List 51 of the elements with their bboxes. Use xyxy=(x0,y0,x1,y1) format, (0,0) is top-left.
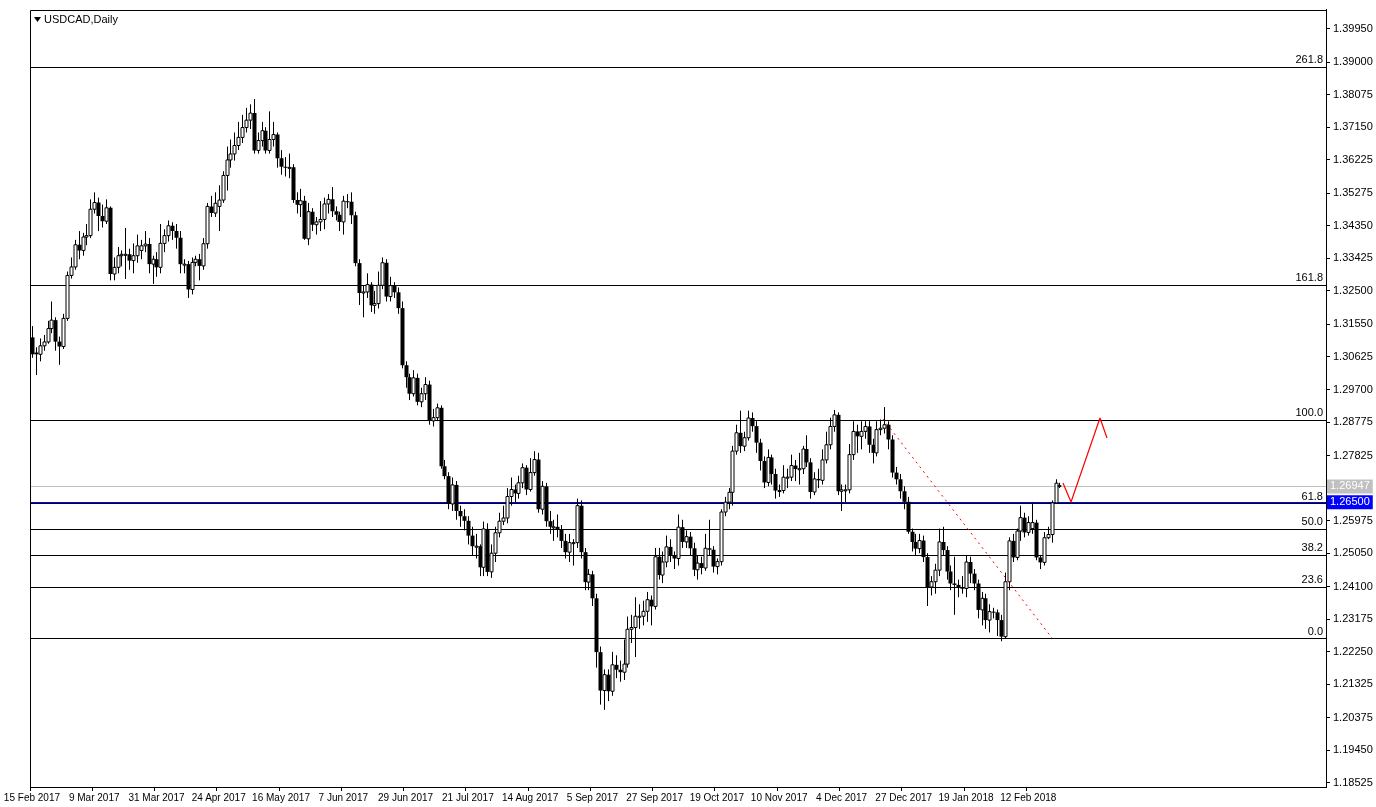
y-tick-label: 1.28775 xyxy=(1333,415,1373,428)
x-tick-label: 14 Aug 2017 xyxy=(502,791,559,803)
x-tick-label: 21 Jul 2017 xyxy=(441,791,495,803)
y-tick-label: 1.39000 xyxy=(1333,55,1373,68)
y-tick-label: 1.19450 xyxy=(1333,743,1373,756)
y-tick-label: 1.31550 xyxy=(1333,317,1373,330)
x-tick-label: 10 Nov 2017 xyxy=(750,791,808,803)
x-tick-label: 29 Jun 2017 xyxy=(378,791,434,803)
annotation: 50.0 xyxy=(1301,515,1323,528)
x-tick-label: 19 Oct 2017 xyxy=(689,791,745,803)
y-tick-label: 1.33425 xyxy=(1333,251,1373,264)
x-tick-label: 12 Feb 2018 xyxy=(1000,791,1057,803)
y-tick-label: 1.30625 xyxy=(1333,349,1373,362)
x-tick-label: 9 Mar 2017 xyxy=(68,791,120,803)
x-tick-label: 16 May 2017 xyxy=(252,791,311,803)
y-tick-label: 1.25975 xyxy=(1333,513,1373,526)
y-tick-label: 1.21325 xyxy=(1333,677,1373,690)
x-tick-label: 19 Jan 2018 xyxy=(938,791,994,803)
annotation: 38.2 xyxy=(1301,541,1323,554)
ref-line-label: 1.26947 xyxy=(1330,479,1370,492)
x-tick-label: 31 Mar 2017 xyxy=(128,791,185,803)
y-tick-label: 1.32500 xyxy=(1333,283,1373,296)
y-tick-label: 1.18525 xyxy=(1333,775,1373,788)
y-tick-label: 1.29700 xyxy=(1333,382,1373,395)
ref-line-label: 1.26500 xyxy=(1330,495,1370,508)
chart-title: USDCAD,Daily xyxy=(44,13,118,25)
y-tick-label: 1.27825 xyxy=(1333,448,1373,461)
y-tick-label: 1.22250 xyxy=(1333,644,1373,657)
x-tick-label: 27 Sep 2017 xyxy=(626,791,684,803)
y-tick-label: 1.34350 xyxy=(1333,218,1373,231)
x-tick-label: 24 Apr 2017 xyxy=(191,791,247,803)
y-tick-label: 1.35275 xyxy=(1333,186,1373,199)
annotation: 61.8 xyxy=(1301,489,1323,502)
y-tick-label: 1.36225 xyxy=(1333,152,1373,165)
y-tick-label: 1.25050 xyxy=(1333,546,1373,559)
annotation: 261.8 xyxy=(1295,53,1323,66)
annotation: 161.8 xyxy=(1295,271,1323,284)
annotation: 100.0 xyxy=(1295,406,1323,419)
y-tick-label: 1.23175 xyxy=(1333,612,1373,625)
y-tick-label: 1.39950 xyxy=(1333,21,1373,34)
annotation: 23.6 xyxy=(1301,573,1323,586)
x-tick-label: 7 Jun 2017 xyxy=(318,791,369,803)
x-tick-label: 5 Sep 2017 xyxy=(566,791,619,803)
annotation: 0.0 xyxy=(1307,624,1323,637)
x-tick-label: 15 Feb 2017 xyxy=(3,791,61,803)
y-tick-label: 1.24100 xyxy=(1333,579,1373,592)
y-tick-label: 1.20375 xyxy=(1333,710,1373,723)
x-tick-label: 4 Dec 2017 xyxy=(815,791,868,803)
x-tick-label: 27 Dec 2017 xyxy=(875,791,933,803)
y-tick-label: 1.38075 xyxy=(1333,87,1373,100)
y-tick-label: 1.37150 xyxy=(1333,120,1373,133)
